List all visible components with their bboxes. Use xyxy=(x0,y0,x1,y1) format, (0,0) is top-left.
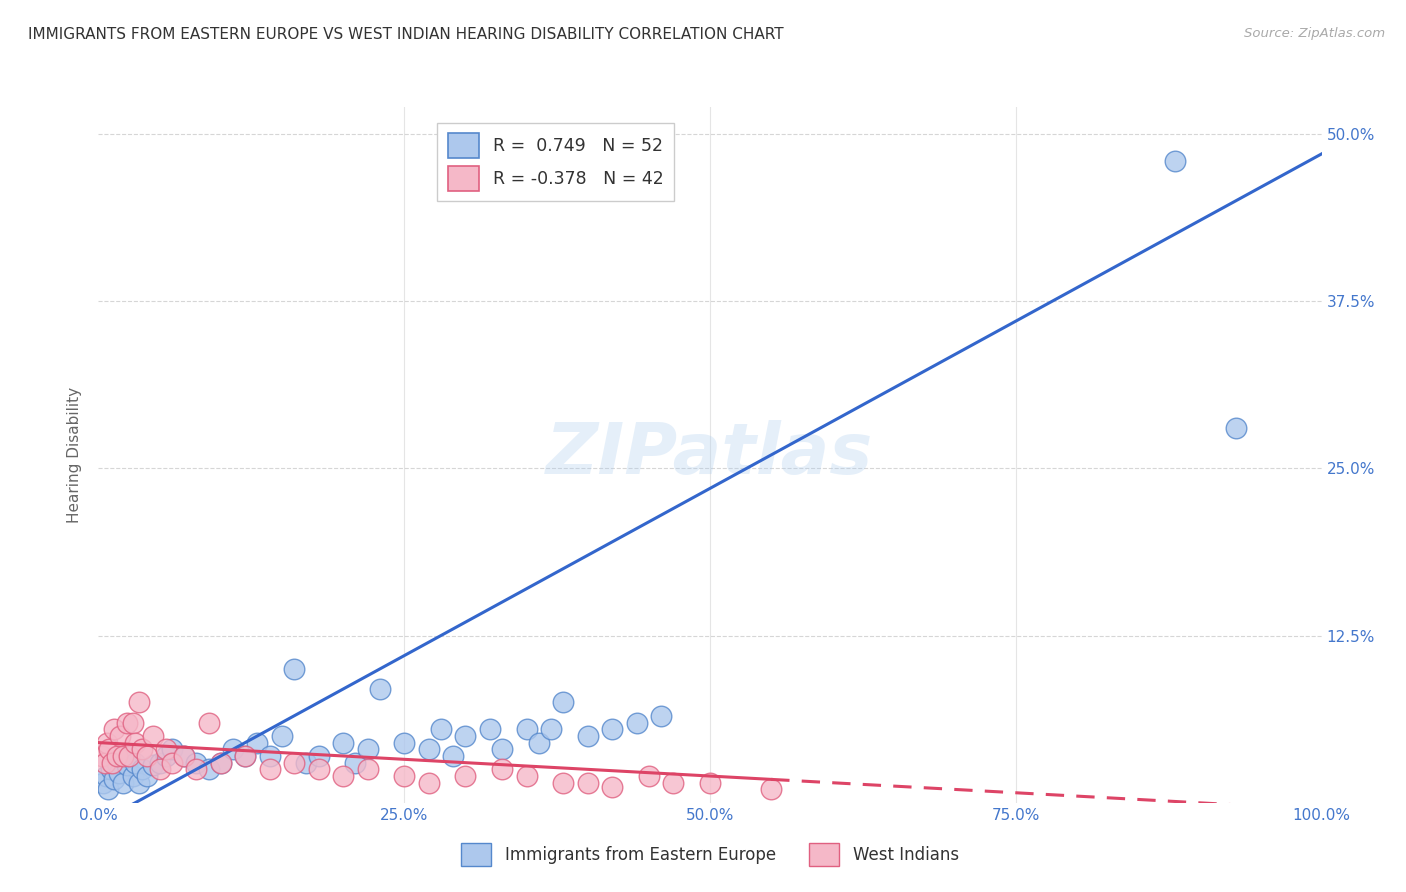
Point xyxy=(105,756,128,770)
Point xyxy=(105,749,128,764)
Point xyxy=(155,742,177,756)
Point xyxy=(332,769,354,783)
Point xyxy=(131,762,153,776)
Point xyxy=(97,782,120,797)
Point xyxy=(270,729,294,743)
Point xyxy=(356,762,378,776)
Point xyxy=(131,742,153,756)
Point xyxy=(491,742,513,756)
Point xyxy=(454,729,477,743)
Point xyxy=(101,756,124,770)
Point xyxy=(121,715,143,730)
Point xyxy=(142,729,165,743)
Point xyxy=(173,749,195,764)
Point xyxy=(124,735,146,749)
Point xyxy=(283,756,305,770)
Point xyxy=(160,742,183,756)
Y-axis label: Hearing Disability: Hearing Disability xyxy=(67,387,83,523)
Point xyxy=(222,742,245,756)
Point xyxy=(308,762,330,776)
Point xyxy=(111,775,134,790)
Point xyxy=(430,723,453,737)
Point xyxy=(246,735,269,749)
Point xyxy=(1225,421,1247,435)
Point xyxy=(368,681,391,696)
Point xyxy=(149,762,172,776)
Point xyxy=(160,756,183,770)
Point xyxy=(110,729,132,743)
Point xyxy=(233,749,256,764)
Point xyxy=(98,742,121,756)
Point xyxy=(128,775,150,790)
Point xyxy=(115,758,138,772)
Point xyxy=(155,749,177,764)
Point xyxy=(197,762,219,776)
Point xyxy=(540,723,562,737)
Point xyxy=(441,749,464,764)
Point xyxy=(295,756,318,770)
Point xyxy=(142,758,165,772)
Point xyxy=(124,756,146,770)
Legend: Immigrants from Eastern Europe, West Indians: Immigrants from Eastern Europe, West Ind… xyxy=(453,834,967,874)
Point xyxy=(115,715,138,730)
Point xyxy=(662,775,685,790)
Point xyxy=(344,756,367,770)
Point xyxy=(576,775,599,790)
Point xyxy=(699,775,721,790)
Point xyxy=(121,769,143,783)
Point xyxy=(173,749,195,764)
Point xyxy=(356,742,378,756)
Point xyxy=(186,756,208,770)
Point xyxy=(626,715,648,730)
Point xyxy=(392,769,416,783)
Point xyxy=(283,662,305,676)
Point xyxy=(96,735,118,749)
Point xyxy=(600,780,623,794)
Point xyxy=(118,749,141,764)
Point xyxy=(553,775,575,790)
Text: Source: ZipAtlas.com: Source: ZipAtlas.com xyxy=(1244,27,1385,40)
Point xyxy=(136,769,159,783)
Point xyxy=(418,742,440,756)
Point xyxy=(111,749,134,764)
Point xyxy=(103,772,125,786)
Point xyxy=(233,749,256,764)
Point xyxy=(478,723,501,737)
Point xyxy=(209,756,232,770)
Point xyxy=(527,735,550,749)
Point xyxy=(94,769,117,783)
Point xyxy=(91,749,114,764)
Point xyxy=(418,775,440,790)
Point xyxy=(553,696,575,710)
Point xyxy=(149,756,172,770)
Point xyxy=(103,723,125,737)
Point xyxy=(91,775,114,790)
Point xyxy=(516,769,538,783)
Point xyxy=(600,723,623,737)
Point xyxy=(108,766,131,780)
Point xyxy=(638,769,661,783)
Point xyxy=(516,723,538,737)
Point xyxy=(761,782,783,797)
Point xyxy=(454,769,477,783)
Point xyxy=(576,729,599,743)
Point xyxy=(259,762,281,776)
Point xyxy=(118,749,141,764)
Point xyxy=(308,749,330,764)
Point xyxy=(197,715,219,730)
Point xyxy=(93,756,115,770)
Text: IMMIGRANTS FROM EASTERN EUROPE VS WEST INDIAN HEARING DISABILITY CORRELATION CHA: IMMIGRANTS FROM EASTERN EUROPE VS WEST I… xyxy=(28,27,783,42)
Point xyxy=(136,749,159,764)
Point xyxy=(100,762,122,776)
Point xyxy=(186,762,208,776)
Point xyxy=(650,708,672,723)
Point xyxy=(332,735,354,749)
Point xyxy=(128,696,150,710)
Point xyxy=(392,735,416,749)
Point xyxy=(1164,153,1187,168)
Point xyxy=(491,762,513,776)
Point xyxy=(209,756,232,770)
Text: ZIPatlas: ZIPatlas xyxy=(547,420,873,490)
Point xyxy=(259,749,281,764)
